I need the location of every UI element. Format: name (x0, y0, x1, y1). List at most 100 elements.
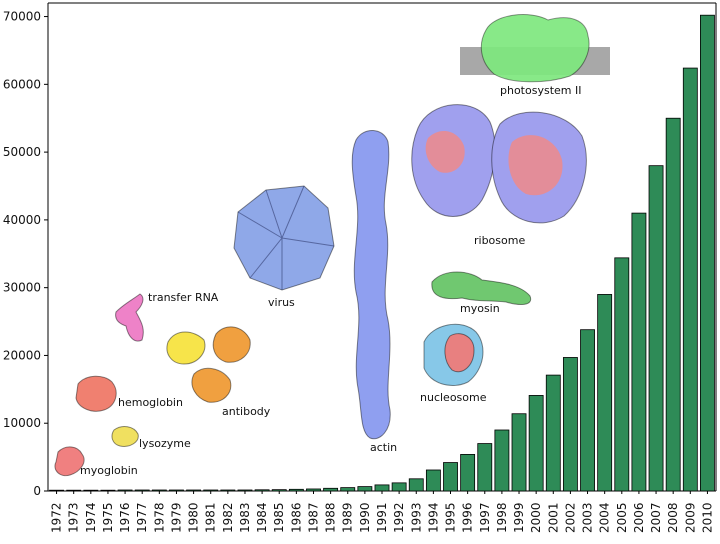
x-tick-label: 1980 (187, 502, 201, 533)
bar-2004 (597, 294, 613, 492)
y-tick-label: 30000 (3, 281, 41, 295)
bar-1990 (357, 486, 373, 492)
annotation-label-transfer-rna: transfer RNA (148, 291, 219, 304)
x-tick-label: 2004 (598, 502, 612, 533)
nucleosome-molecule: nucleosome (420, 323, 487, 404)
annotation-label-photosystem-ii: photosystem II (500, 84, 581, 97)
hemoglobin-molecule: hemoglobin (75, 375, 183, 412)
bar-2007 (648, 165, 664, 492)
x-tick-label: 2009 (683, 502, 697, 533)
bar-2000 (528, 395, 544, 492)
bar-2002 (562, 357, 578, 492)
bar-1983 (237, 489, 253, 492)
annotation-label-hemoglobin: hemoglobin (118, 396, 183, 409)
x-tick-label: 1992 (392, 502, 406, 533)
bar-1991 (374, 484, 390, 492)
x-tick-label: 1993 (409, 502, 423, 533)
bar-2008 (665, 117, 681, 492)
bar-1996 (460, 453, 476, 492)
bar-1976 (117, 489, 133, 492)
bar-1985 (271, 489, 287, 492)
x-tick-label: 2010 (700, 502, 714, 533)
x-tick-label: 1990 (358, 502, 372, 533)
actin-molecule: actin (351, 130, 397, 454)
annotation-label-ribosome: ribosome (474, 234, 525, 247)
x-tick-label: 1997 (478, 502, 492, 533)
x-tick-label: 1973 (67, 502, 81, 533)
x-tick-label: 1985 (272, 502, 286, 533)
y-tick-label: 50000 (3, 145, 41, 159)
bar-2006 (631, 212, 647, 492)
x-tick-label: 1994 (426, 502, 440, 533)
y-tick-label: 70000 (3, 10, 41, 24)
x-tick-label: 1974 (84, 502, 98, 533)
x-tick-label: 1987 (306, 502, 320, 533)
x-tick-label: 2002 (563, 502, 577, 533)
bar-1972 (49, 489, 64, 492)
bar-1987 (306, 488, 321, 492)
annotation-label-myosin: myosin (460, 302, 500, 315)
x-tick-label: 1988 (324, 502, 338, 533)
y-tick-label: 10000 (3, 416, 41, 430)
x-tick-label: 2008 (666, 502, 680, 533)
myosin-molecule: myosin (431, 271, 532, 315)
x-tick-label: 1977 (135, 502, 149, 533)
x-tick-label: 1975 (101, 502, 115, 533)
bar-2005 (614, 257, 630, 492)
bar-1982 (220, 489, 236, 492)
x-axis-ticks: 1972 1973 1974 1975 1976 1977 1978 1979 1980 1981… (50, 491, 714, 533)
x-tick-label: 1978 (152, 502, 166, 533)
bar-1995 (443, 462, 458, 492)
x-tick-label: 1979 (169, 502, 183, 533)
molecule-illustrations: myoglobin lysozyme hemoglobin transfer R… (54, 14, 610, 477)
bar-1984 (254, 489, 270, 492)
bar-2009 (682, 67, 698, 492)
virus-molecule: virus (233, 185, 335, 309)
x-tick-label: 2007 (649, 502, 663, 533)
x-tick-label: 1972 (50, 502, 64, 533)
x-tick-label: 2001 (546, 502, 560, 533)
x-tick-label: 1995 (444, 502, 458, 533)
x-tick-label: 1989 (341, 502, 355, 533)
bar-1978 (151, 489, 167, 492)
x-tick-label: 2003 (581, 502, 595, 533)
y-tick-label: 20000 (3, 348, 41, 362)
bar-1988 (323, 487, 339, 492)
ribosome-molecule: ribosome (411, 104, 587, 247)
bar-1980 (186, 489, 202, 492)
myoglobin-molecule: myoglobin (54, 446, 138, 477)
bar-2003 (580, 329, 595, 492)
annotation-label-lysozyme: lysozyme (139, 437, 191, 450)
bar-1999 (511, 413, 527, 492)
annotation-label-actin: actin (370, 441, 397, 454)
x-tick-label: 1981 (204, 502, 218, 533)
bar-1973 (66, 489, 82, 492)
bar-1992 (391, 482, 407, 492)
x-tick-label: 2000 (529, 502, 543, 533)
lysozyme-molecule: lysozyme (111, 426, 191, 450)
x-tick-label: 1984 (255, 502, 269, 533)
x-tick-label: 1996 (461, 502, 475, 533)
bar-1993 (408, 478, 424, 492)
antibody-molecule: antibody (166, 326, 271, 418)
bar-1994 (425, 469, 441, 492)
annotation-label-virus: virus (268, 296, 295, 309)
bar-1986 (288, 488, 304, 492)
x-tick-label: 1976 (118, 502, 132, 533)
bar-1979 (169, 489, 184, 492)
bar-1975 (100, 489, 116, 492)
bar-1989 (340, 487, 356, 492)
y-axis-ticks: 0 10000 20000 30000 40000 50000 60000 70000 (3, 10, 48, 498)
bars-group (49, 14, 715, 492)
bar-2001 (545, 374, 561, 492)
bar-2010 (700, 14, 715, 492)
x-tick-label: 1999 (512, 502, 526, 533)
y-tick-label: 40000 (3, 213, 41, 227)
bar-1981 (203, 489, 219, 492)
y-tick-label: 0 (33, 484, 41, 498)
bar-1998 (494, 429, 510, 492)
annotation-label-myoglobin: myoglobin (80, 464, 138, 477)
x-tick-label: 1998 (495, 502, 509, 533)
